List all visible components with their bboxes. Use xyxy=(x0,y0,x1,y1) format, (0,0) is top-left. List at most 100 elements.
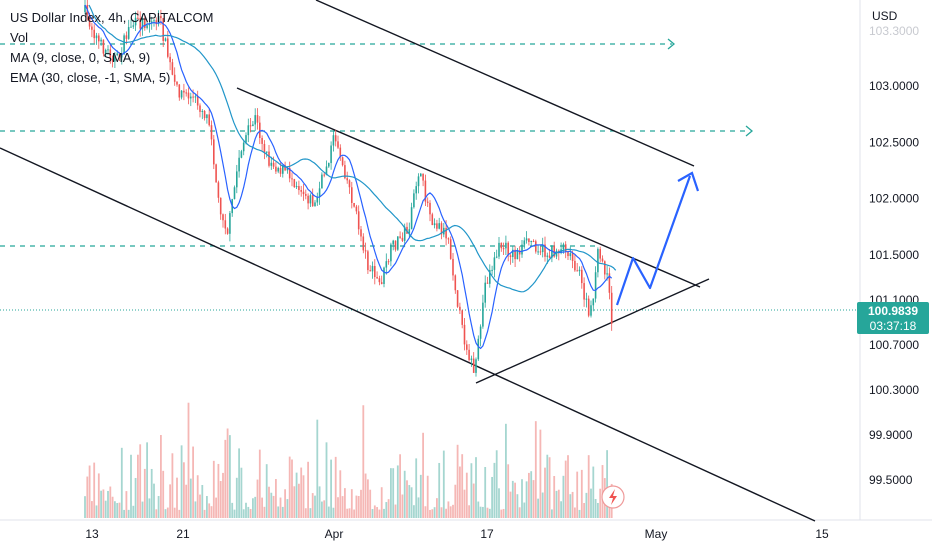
candle-body xyxy=(521,244,523,255)
channel-line[interactable] xyxy=(315,0,695,167)
candle-body xyxy=(169,56,171,63)
candle-body xyxy=(167,38,169,57)
candle-body xyxy=(376,277,378,279)
volume-bar xyxy=(537,498,539,518)
candle-body xyxy=(518,250,521,255)
candle-body xyxy=(318,188,321,198)
volume-bar xyxy=(169,484,171,518)
volume-bar xyxy=(468,505,470,518)
candle-body xyxy=(466,344,468,350)
volume-bar xyxy=(249,508,252,518)
volume-bar xyxy=(419,474,422,518)
volume-bar xyxy=(367,479,369,518)
candle-body xyxy=(578,269,581,272)
volume-bar xyxy=(583,502,585,518)
candle-body xyxy=(401,237,404,241)
candle-body xyxy=(585,298,588,300)
symbol-title[interactable]: US Dollar Index, 4h, CAPITALCOM xyxy=(10,10,214,25)
candle-body xyxy=(415,186,417,194)
volume-bar xyxy=(330,459,332,518)
candle-body xyxy=(164,38,167,41)
volume-bar xyxy=(362,405,365,518)
volume-bar xyxy=(373,505,376,518)
candle-body xyxy=(470,358,473,360)
price-axis[interactable]: USD103.0000102.5000102.0000101.5000101.1… xyxy=(857,9,929,487)
candle-body xyxy=(263,143,266,153)
candle-body xyxy=(590,305,592,316)
candle-body xyxy=(183,90,185,93)
volume-bar xyxy=(224,439,227,518)
candlesticks xyxy=(84,0,613,377)
volume-bar xyxy=(449,506,452,518)
x-tick-label: Apr xyxy=(325,527,344,541)
volume-bar xyxy=(495,450,498,518)
volume-bar xyxy=(383,508,385,518)
volume-bar xyxy=(364,473,367,518)
volume-bar xyxy=(505,423,507,518)
volume-bar xyxy=(309,508,312,518)
candle-body xyxy=(486,282,489,284)
y-tick-label: 103.3000 xyxy=(869,24,919,38)
candle-body xyxy=(348,180,351,188)
candle-body xyxy=(378,278,381,283)
channel-line[interactable] xyxy=(475,278,710,384)
candle-body xyxy=(252,124,254,127)
volume-bar xyxy=(187,402,190,518)
volume-bar xyxy=(417,497,420,518)
candle-body xyxy=(132,25,135,27)
volume-bar xyxy=(390,468,392,518)
candle-body xyxy=(206,114,208,119)
ema-legend[interactable]: EMA (30, close, -1, SMA, 5) xyxy=(10,70,171,85)
candle-body xyxy=(399,236,401,238)
candle-body xyxy=(259,122,261,138)
volume-legend[interactable]: Vol xyxy=(10,30,29,45)
volume-bar xyxy=(215,497,217,518)
candle-body xyxy=(445,227,447,239)
volume-bar xyxy=(134,477,137,518)
candle-body xyxy=(541,244,544,253)
volume-bar xyxy=(272,495,275,518)
channel-line[interactable] xyxy=(236,87,701,288)
lightning-icon[interactable] xyxy=(601,485,625,509)
ma-legend[interactable]: MA (9, close, 0, SMA, 9) xyxy=(10,50,151,65)
volume-bar xyxy=(302,475,305,518)
volume-bar xyxy=(341,496,344,518)
svg-text:100.9839: 100.9839 xyxy=(868,304,918,318)
candle-body xyxy=(201,110,204,112)
volume-bar xyxy=(523,502,526,518)
candle-body xyxy=(477,338,480,360)
candle-body xyxy=(564,244,567,252)
volume-bar xyxy=(599,488,602,518)
volume-bar xyxy=(217,463,220,518)
volume-bar xyxy=(196,475,199,518)
volume-bar xyxy=(201,484,204,518)
candle-body xyxy=(507,242,509,256)
volume-bar xyxy=(587,455,590,518)
volume-bar xyxy=(88,465,91,518)
volume-bar xyxy=(111,496,114,518)
candle-body xyxy=(535,241,537,252)
volume-bar xyxy=(132,505,135,518)
volume-bar xyxy=(137,454,139,518)
candle-body xyxy=(364,250,367,252)
volume-bar xyxy=(433,507,436,518)
volume-bar xyxy=(452,504,454,518)
candle-body xyxy=(374,265,376,278)
channel-line[interactable] xyxy=(0,147,816,522)
time-axis[interactable]: 13 21 Apr 17 May 15 xyxy=(85,527,829,541)
candle-body xyxy=(323,174,325,176)
candle-body xyxy=(479,326,482,339)
candle-body xyxy=(173,74,176,82)
volume-bar xyxy=(334,456,337,518)
candle-body xyxy=(344,165,346,179)
volume-bar xyxy=(518,507,521,518)
volume-bar xyxy=(486,507,489,518)
candle-body xyxy=(424,180,427,202)
candle-body xyxy=(314,202,316,207)
candle-body xyxy=(134,17,137,26)
candle-body xyxy=(461,310,463,325)
projection-path[interactable] xyxy=(615,175,692,306)
candle-body xyxy=(109,49,112,59)
volume-bar xyxy=(189,478,192,518)
